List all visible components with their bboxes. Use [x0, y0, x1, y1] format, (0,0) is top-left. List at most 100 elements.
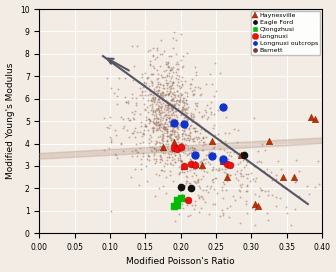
Point	[168, 112, 174, 116]
Point	[180, 205, 185, 210]
Point	[174, 137, 179, 141]
Point	[215, 107, 221, 112]
Point	[181, 101, 187, 105]
Point	[168, 86, 173, 90]
Point	[156, 185, 162, 190]
Point	[170, 131, 175, 136]
Point	[178, 185, 183, 189]
Point	[180, 109, 185, 113]
Point	[185, 117, 191, 121]
Point	[166, 150, 171, 155]
Point	[149, 126, 155, 130]
Point	[111, 90, 117, 95]
Point	[180, 187, 186, 191]
Point	[181, 184, 186, 188]
Point	[237, 188, 242, 192]
Point	[129, 153, 134, 158]
Point	[169, 106, 175, 111]
Point	[163, 98, 168, 103]
Point	[203, 128, 208, 133]
Point	[175, 125, 181, 129]
Point	[153, 157, 159, 161]
Point	[223, 139, 228, 143]
Point	[177, 158, 182, 162]
Point	[164, 139, 169, 144]
Point	[192, 65, 198, 70]
Point	[178, 98, 183, 102]
Point	[149, 98, 154, 103]
Point	[181, 137, 187, 141]
Point	[184, 111, 190, 116]
Point	[162, 124, 167, 129]
Point	[174, 196, 179, 200]
Point	[182, 146, 188, 150]
Point	[210, 126, 216, 130]
Point	[182, 163, 187, 168]
Point	[238, 183, 243, 187]
Point	[153, 96, 158, 100]
Point	[170, 121, 175, 125]
Point	[174, 203, 180, 207]
Point	[175, 132, 181, 136]
Point	[180, 159, 185, 163]
Point	[164, 117, 169, 121]
Point	[171, 97, 176, 101]
Point	[155, 54, 160, 59]
Point	[169, 144, 174, 149]
Point	[205, 153, 210, 157]
Point	[159, 132, 165, 136]
Point	[166, 116, 172, 120]
Point	[179, 121, 184, 125]
Point	[232, 198, 237, 203]
Point	[161, 126, 166, 130]
Point	[197, 196, 202, 200]
Point	[224, 175, 229, 179]
Point	[163, 148, 168, 152]
Point	[192, 85, 197, 89]
Point	[192, 167, 197, 171]
Point	[165, 106, 170, 110]
Point	[159, 147, 164, 151]
Point	[175, 133, 181, 138]
Point	[178, 108, 184, 113]
Point	[181, 121, 186, 125]
Point	[176, 102, 182, 107]
Point	[244, 189, 249, 193]
Point	[168, 54, 174, 58]
Point	[170, 158, 175, 163]
Point	[194, 156, 199, 160]
Point	[233, 175, 238, 180]
Point	[217, 138, 223, 142]
Point	[192, 207, 197, 211]
Point	[192, 125, 197, 130]
Point	[139, 90, 145, 94]
Point	[171, 130, 177, 134]
Point	[205, 184, 210, 188]
Point	[164, 83, 169, 88]
Point	[147, 133, 152, 137]
Point	[168, 132, 174, 136]
Point	[186, 151, 192, 155]
Point	[163, 68, 169, 72]
Point	[159, 141, 164, 145]
Point	[181, 164, 187, 168]
Point	[256, 159, 261, 163]
Point	[170, 110, 175, 115]
Point	[155, 116, 160, 120]
Point	[115, 94, 120, 98]
Point	[139, 92, 144, 97]
Point	[156, 106, 161, 110]
Point	[172, 30, 177, 34]
Point	[227, 150, 233, 154]
Point	[165, 103, 171, 107]
Point	[192, 199, 197, 203]
Point	[159, 110, 164, 115]
Point	[160, 145, 166, 149]
Point	[156, 112, 162, 117]
Point	[195, 193, 200, 198]
Point	[164, 138, 170, 142]
Point	[160, 136, 166, 140]
Point	[161, 131, 167, 135]
Point	[169, 124, 175, 128]
Point	[181, 136, 187, 140]
